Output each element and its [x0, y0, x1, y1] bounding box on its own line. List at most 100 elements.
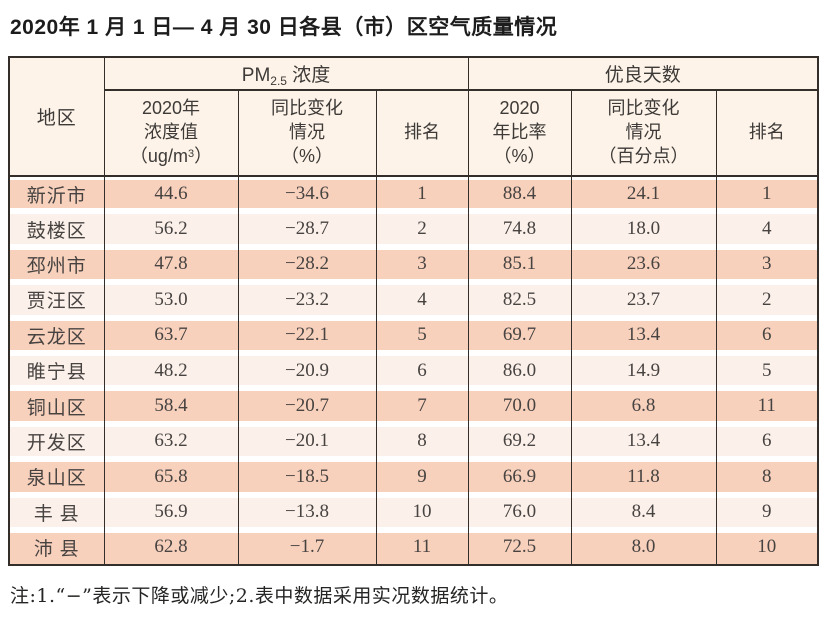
table-header: 地区 PM2.5 浓度 优良天数 2020年 浓度值 （ug/m3） 同比变化 … — [9, 57, 819, 177]
cell-pm-value: 65.8 — [103, 459, 238, 495]
cell-pm-value: 63.7 — [103, 317, 238, 353]
cell-pm-rank: 10 — [375, 494, 469, 530]
cell-pm-rank: 1 — [375, 176, 469, 212]
col-header-gd-change: 同比变化 情况 （百分点） — [570, 90, 717, 177]
air-quality-table: 地区 PM2.5 浓度 优良天数 2020年 浓度值 （ug/m3） 同比变化 … — [8, 56, 820, 567]
cell-gd-ratio: 69.7 — [467, 317, 572, 353]
cell-pm-rank: 6 — [375, 352, 469, 389]
gd-ratio-line2: 年比率 — [492, 122, 547, 143]
table-row: 开发区 63.2 −20.1 8 69.2 13.4 6 — [9, 423, 819, 460]
table-row: 云龙区 63.7 −22.1 5 69.7 13.4 6 — [9, 317, 819, 353]
table-body: 新沂市 44.6 −34.6 1 88.4 24.1 1 鼓楼区 56.2 −2… — [9, 176, 819, 566]
pm-value-line2: 浓度值 — [144, 122, 198, 143]
cell-gd-rank: 9 — [715, 494, 819, 530]
pm-unit-sup: 3 — [187, 147, 195, 160]
table-row: 邳州市 47.8 −28.2 3 85.1 23.6 3 — [9, 246, 819, 283]
cell-gd-change: 13.4 — [570, 423, 717, 460]
gd-change-line1: 同比变化 — [607, 98, 680, 119]
table-row: 沛 县 62.8 −1.7 11 72.5 8.0 10 — [9, 529, 819, 566]
cell-gd-rank: 6 — [715, 317, 819, 353]
cell-pm-change: −23.2 — [237, 282, 376, 318]
cell-pm-value: 56.2 — [103, 211, 238, 247]
cell-pm-change: −18.5 — [237, 459, 376, 495]
cell-pm-value: 47.8 — [103, 246, 238, 283]
pm-change-line2: 情况 — [289, 122, 325, 143]
footnote: 注:1.“−”表示下降或减少;2.表中数据采用实况数据统计。 — [10, 585, 509, 608]
gd-change-line2: 情况 — [625, 122, 662, 143]
table-row: 新沂市 44.6 −34.6 1 88.4 24.1 1 — [9, 176, 819, 212]
cell-pm-change: −22.1 — [237, 317, 376, 353]
cell-pm-rank: 4 — [375, 282, 469, 318]
cell-pm-change: −20.1 — [237, 423, 376, 460]
col-header-region: 地区 — [9, 57, 104, 177]
table-row: 泉山区 65.8 −18.5 9 66.9 11.8 8 — [9, 459, 819, 495]
table-row: 丰 县 56.9 −13.8 10 76.0 8.4 9 — [9, 494, 819, 530]
col-header-pm-change: 同比变化 情况 （%） — [237, 90, 376, 177]
cell-gd-ratio: 76.0 — [467, 494, 572, 530]
cell-gd-rank: 5 — [715, 352, 819, 389]
cell-gd-ratio: 70.0 — [467, 388, 572, 424]
pm-change-unit: （%） — [280, 145, 333, 166]
cell-gd-ratio: 66.9 — [467, 459, 572, 495]
pm-unit-pre: （ug/m — [129, 145, 188, 166]
table-row: 睢宁县 48.2 −20.9 6 86.0 14.9 5 — [9, 352, 819, 389]
col-header-gd-ratio: 2020 年比率 （%） — [467, 90, 572, 177]
cell-pm-rank: 5 — [375, 317, 469, 353]
cell-gd-change: 6.8 — [570, 388, 717, 424]
cell-region: 丰 县 — [9, 494, 104, 530]
cell-pm-value: 48.2 — [103, 352, 238, 389]
pm-unit-post: ） — [194, 145, 213, 166]
cell-region: 贾汪区 — [9, 282, 104, 318]
cell-region: 云龙区 — [9, 317, 104, 353]
cell-pm-rank: 2 — [375, 211, 469, 247]
cell-gd-change: 18.0 — [570, 211, 717, 247]
cell-gd-ratio: 74.8 — [467, 211, 572, 247]
cell-gd-change: 11.8 — [570, 459, 717, 495]
cell-pm-change: −20.9 — [237, 352, 376, 389]
cell-gd-change: 23.6 — [570, 246, 717, 283]
cell-gd-ratio: 86.0 — [467, 352, 572, 389]
cell-gd-change: 24.1 — [570, 176, 717, 212]
cell-gd-change: 14.9 — [570, 352, 717, 389]
cell-pm-rank: 9 — [375, 459, 469, 495]
cell-region: 睢宁县 — [9, 352, 104, 389]
gd-ratio-unit: （%） — [493, 145, 546, 166]
cell-pm-change: −13.8 — [237, 494, 376, 530]
cell-gd-rank: 1 — [715, 176, 819, 212]
cell-region: 铜山区 — [9, 388, 104, 424]
cell-pm-change: −1.7 — [237, 529, 376, 566]
cell-pm-change: −28.7 — [237, 211, 376, 247]
cell-gd-rank: 2 — [715, 282, 819, 318]
cell-region: 邳州市 — [9, 246, 104, 283]
col-header-pm-rank: 排名 — [375, 90, 469, 177]
cell-pm-change: −20.7 — [237, 388, 376, 424]
cell-gd-rank: 3 — [715, 246, 819, 283]
pm-suffix-label: 浓度 — [286, 64, 331, 86]
col-header-pm-value: 2020年 浓度值 （ug/m3） — [103, 90, 238, 177]
cell-gd-rank: 6 — [715, 423, 819, 460]
col-group-pm25: PM2.5 浓度 — [103, 57, 469, 91]
pm-change-line1: 同比变化 — [271, 98, 343, 119]
table-row: 铜山区 58.4 −20.7 7 70.0 6.8 11 — [9, 388, 819, 424]
cell-gd-change: 8.4 — [570, 494, 717, 530]
pm-label: PM — [241, 64, 271, 86]
cell-gd-rank: 11 — [715, 388, 819, 424]
group-header-row: 地区 PM2.5 浓度 优良天数 — [9, 57, 819, 177]
table-row: 鼓楼区 56.2 −28.7 2 74.8 18.0 4 — [9, 211, 819, 247]
col-header-gd-rank: 排名 — [715, 90, 819, 177]
cell-pm-value: 53.0 — [103, 282, 238, 318]
sub-header-row: 2020年 浓度值 （ug/m3） 同比变化 情况 （%） 排名 2020 年比… — [9, 90, 819, 177]
cell-gd-ratio: 69.2 — [467, 423, 572, 460]
cell-region: 沛 县 — [9, 529, 104, 566]
cell-pm-value: 44.6 — [103, 176, 238, 212]
cell-gd-ratio: 82.5 — [467, 282, 572, 318]
cell-pm-rank: 7 — [375, 388, 469, 424]
cell-pm-value: 56.9 — [103, 494, 238, 530]
cell-pm-change: −34.6 — [237, 176, 376, 212]
cell-gd-ratio: 88.4 — [467, 176, 572, 212]
gd-ratio-line1: 2020 — [499, 98, 540, 119]
cell-pm-value: 62.8 — [103, 529, 238, 566]
cell-gd-change: 23.7 — [570, 282, 717, 318]
page-title: 2020年 1 月 1 日— 4 月 30 日各县（市）区空气质量情况 — [10, 16, 558, 39]
